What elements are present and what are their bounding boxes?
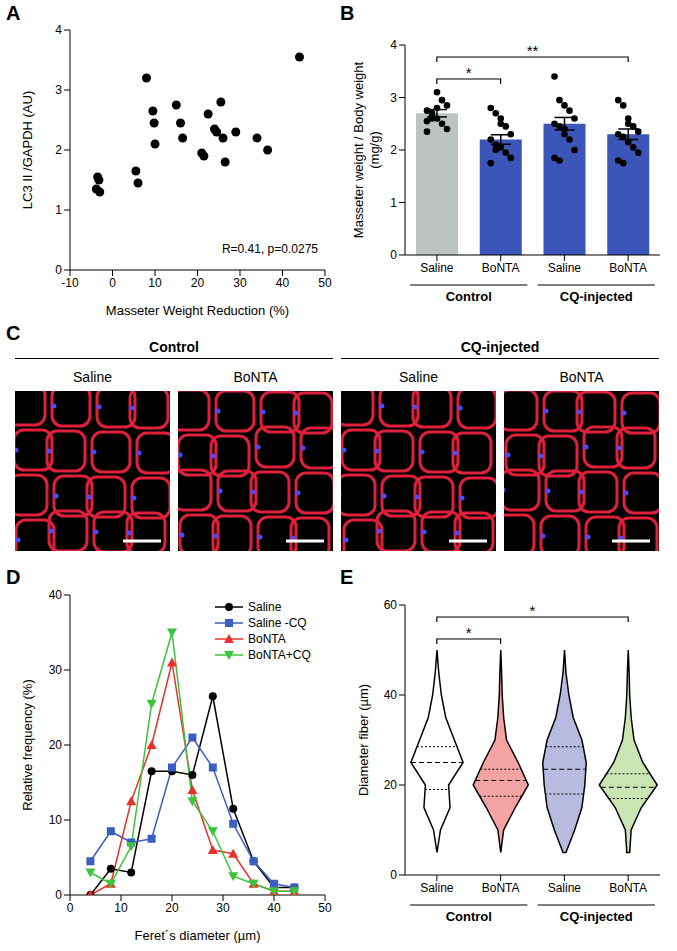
svg-text:20: 20 — [49, 738, 63, 752]
svg-text:40: 40 — [267, 901, 281, 915]
svg-text:3: 3 — [390, 91, 397, 105]
svg-text:*: * — [466, 64, 472, 81]
svg-text:50: 50 — [318, 901, 332, 915]
svg-text:Control: Control — [446, 289, 492, 304]
svg-text:0: 0 — [109, 276, 116, 290]
svg-text:Saline: Saline — [420, 261, 454, 275]
svg-text:(mg/g): (mg/g) — [367, 131, 382, 169]
svg-text:10: 10 — [49, 813, 63, 827]
html-text:Saline: Saline — [399, 369, 438, 385]
svg-text:Masseter weight / Body weight: Masseter weight / Body weight — [351, 61, 366, 238]
svg-text:CQ-injected: CQ-injected — [560, 289, 633, 304]
svg-text:0: 0 — [55, 263, 62, 277]
svg-text:4: 4 — [390, 38, 397, 52]
svg-text:-10: -10 — [61, 276, 79, 290]
svg-text:*: * — [530, 602, 536, 619]
svg-text:20: 20 — [191, 276, 205, 290]
svg-text:Saline: Saline — [420, 881, 454, 895]
svg-text:40: 40 — [49, 588, 63, 602]
html-text:C: C — [6, 322, 21, 344]
svg-text:BoNTA: BoNTA — [482, 881, 520, 895]
svg-text:2: 2 — [390, 143, 397, 157]
html-text:BoNTA: BoNTA — [233, 369, 278, 385]
svg-text:4: 4 — [55, 23, 62, 37]
html-text:A: A — [6, 2, 21, 24]
svg-text:30: 30 — [216, 901, 230, 915]
svg-text:Relative frequency (%): Relative frequency (%) — [20, 679, 35, 811]
html-text:Saline -CQ: Saline -CQ — [248, 616, 307, 630]
svg-text:Saline: Saline — [548, 881, 582, 895]
svg-text:BoNTA: BoNTA — [609, 261, 647, 275]
svg-text:BoNTA: BoNTA — [609, 881, 647, 895]
svg-text:30: 30 — [49, 663, 63, 677]
svg-text:0: 0 — [390, 868, 397, 882]
svg-text:*: * — [466, 624, 472, 641]
html-text:BoNTA: BoNTA — [559, 369, 604, 385]
svg-text:**: ** — [527, 42, 539, 59]
svg-text:60: 60 — [384, 598, 398, 612]
html-text:Saline: Saline — [73, 369, 112, 385]
svg-text:Saline: Saline — [548, 261, 582, 275]
html-text:Saline: Saline — [248, 600, 282, 614]
svg-text:BoNTA: BoNTA — [482, 261, 520, 275]
svg-text:2: 2 — [55, 143, 62, 157]
html-text:CQ-injected: CQ-injected — [460, 339, 540, 355]
svg-text:LC3 II /GAPDH (AU): LC3 II /GAPDH (AU) — [20, 91, 35, 209]
svg-text:CQ-injected: CQ-injected — [560, 909, 633, 924]
svg-text:20: 20 — [384, 778, 398, 792]
svg-text:1: 1 — [55, 203, 62, 217]
svg-text:Feret´s diameter (µm): Feret´s diameter (µm) — [135, 928, 261, 943]
svg-text:0: 0 — [67, 901, 74, 915]
svg-text:40: 40 — [384, 688, 398, 702]
svg-text:Control: Control — [446, 909, 492, 924]
html-text:R=0.41, p=0.0275: R=0.41, p=0.0275 — [221, 242, 318, 256]
html-text:BoNTA: BoNTA — [248, 632, 286, 646]
svg-text:3: 3 — [55, 83, 62, 97]
html-text:B: B — [340, 2, 355, 24]
svg-text:10: 10 — [114, 901, 128, 915]
svg-text:20: 20 — [165, 901, 179, 915]
svg-text:10: 10 — [148, 276, 162, 290]
svg-text:50: 50 — [318, 276, 332, 290]
svg-text:0: 0 — [55, 888, 62, 902]
svg-text:Diameter fiber (µm): Diameter fiber (µm) — [356, 684, 371, 796]
svg-text:40: 40 — [276, 276, 290, 290]
html-text:D: D — [6, 566, 21, 588]
html-text:BoNTA+CQ: BoNTA+CQ — [248, 648, 311, 662]
svg-text:30: 30 — [233, 276, 247, 290]
svg-text:Masseter Weight Reduction (%): Masseter Weight Reduction (%) — [106, 303, 289, 318]
html-text:E: E — [340, 566, 354, 588]
svg-text:1: 1 — [390, 196, 397, 210]
html-text:Control: Control — [149, 339, 199, 355]
svg-text:0: 0 — [390, 248, 397, 262]
